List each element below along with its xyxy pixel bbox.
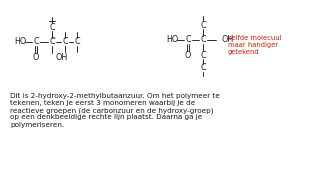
Text: C: C	[200, 64, 206, 73]
Text: *: *	[53, 37, 56, 42]
Text: C: C	[49, 37, 55, 46]
Text: C: C	[200, 51, 206, 60]
Text: HO: HO	[14, 37, 26, 46]
Text: C: C	[185, 35, 191, 44]
Text: O: O	[33, 53, 39, 62]
Text: zelfde molecuul
maar handiger
getekend: zelfde molecuul maar handiger getekend	[228, 35, 282, 55]
Text: OH: OH	[221, 35, 233, 44]
Text: C: C	[200, 21, 206, 30]
Text: C: C	[74, 37, 80, 46]
Text: Dit is 2-hydroxy-2-methylbutaanzuur. Om het polymeer te
tekenen, teken je eerst : Dit is 2-hydroxy-2-methylbutaanzuur. Om …	[10, 93, 220, 127]
Text: C: C	[33, 37, 39, 46]
Text: O: O	[185, 51, 191, 60]
Text: OH: OH	[55, 53, 67, 62]
Text: C: C	[62, 37, 68, 46]
Text: HO: HO	[166, 35, 178, 44]
Text: C: C	[200, 35, 206, 44]
Text: C: C	[49, 22, 55, 32]
